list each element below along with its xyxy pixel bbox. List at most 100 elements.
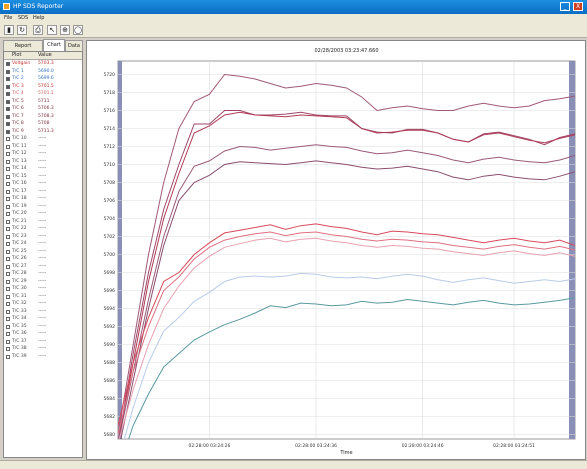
list-item[interactable]: T/C 26 ----- [4,256,82,262]
plot-checkbox[interactable] [6,294,10,299]
list-item[interactable]: T/C 3 5701.5 [4,84,82,90]
plot-checkbox[interactable] [6,99,10,104]
plot-checkbox[interactable] [6,137,10,141]
zoom-in-icon[interactable]: ⊕ [60,25,70,35]
list-item[interactable]: T/C 9 5711.3 [4,129,82,135]
list-item[interactable]: T/C 18 ----- [4,196,82,202]
list-item[interactable]: T/C 37 ----- [4,339,82,345]
plot-checkbox[interactable] [6,249,10,254]
list-item[interactable]: T/C 33 ----- [4,309,82,315]
plot-checkbox[interactable] [6,332,10,336]
plot-checkbox[interactable] [6,219,10,224]
plot-checkbox[interactable] [6,189,10,194]
list-item[interactable]: T/C 6 5706.3 [4,106,82,112]
plot-checkbox[interactable] [6,347,10,351]
plot-checkbox[interactable] [6,227,10,231]
list-item[interactable]: T/C 17 ----- [4,189,82,195]
list-item[interactable]: T/C 24 ----- [4,241,82,247]
list-item[interactable]: T/C 35 ----- [4,324,82,330]
list-item[interactable]: T/C 23 ----- [4,234,82,240]
plot-checkbox[interactable] [6,122,10,126]
y-tick-label: 5698 [104,270,116,276]
plot-checkbox[interactable] [6,152,10,156]
plot-checkbox[interactable] [6,264,10,269]
list-item[interactable]: T/C 30 ----- [4,286,82,292]
plot-checkbox[interactable] [6,309,10,314]
tab-report-properties[interactable]: Report Properties [3,40,43,59]
list-item[interactable]: T/C 8 5708 [4,121,82,127]
list-item[interactable]: T/C 10 ----- [4,136,82,142]
plot-checkbox[interactable] [6,159,10,164]
list-item[interactable]: T/C 29 ----- [4,279,82,285]
plot-checkbox[interactable] [6,279,10,284]
menu-help[interactable]: Help [33,15,45,21]
plot-checkbox[interactable] [6,204,10,209]
list-item[interactable]: T/C 19 ----- [4,204,82,210]
plot-checkbox[interactable] [6,257,10,261]
plot-checkbox[interactable] [6,107,10,111]
line-chart[interactable]: 5720 5718 5716 5714 5712 5710 5708 5706 5704 5702… [87,41,585,459]
plot-checkbox[interactable] [6,212,10,216]
plot-checkbox[interactable] [6,317,10,321]
plot-checkbox[interactable] [6,114,10,119]
list-item[interactable]: T/C 15 ----- [4,174,82,180]
list-item[interactable]: T/C 39 ----- [4,354,82,360]
plot-checkbox[interactable] [6,242,10,246]
tab-chart[interactable]: Chart [43,39,65,51]
print-icon[interactable]: ⎙ [33,25,43,35]
list-item[interactable]: T/C 36 ----- [4,331,82,337]
list-item[interactable]: T/C 20 ----- [4,211,82,217]
plot-checkbox[interactable] [6,144,10,149]
plot-value: ----- [38,211,47,216]
menu-sds[interactable]: SDS [18,15,29,21]
list-item[interactable]: T/C 25 ----- [4,249,82,255]
plot-checkbox[interactable] [6,129,10,134]
list-item[interactable]: T/C 28 ----- [4,271,82,277]
minimize-button[interactable]: _ [560,2,570,11]
plot-checkbox[interactable] [6,354,10,359]
plot-checkbox[interactable] [6,197,10,201]
plot-checkbox[interactable] [6,324,10,329]
plot-checkbox[interactable] [6,339,10,344]
list-item[interactable]: T/C 22 ----- [4,226,82,232]
list-item[interactable]: T/C 14 ----- [4,166,82,172]
plot-checkbox[interactable] [6,234,10,239]
series-line-1 [118,73,575,435]
list-item[interactable]: T/C 11 ----- [4,144,82,150]
save-icon[interactable]: ▮ [4,25,14,35]
refresh-icon[interactable]: ↻ [17,25,27,35]
list-item[interactable]: T/C 32 ----- [4,301,82,307]
list-item[interactable]: T/C 21 ----- [4,219,82,225]
plot-checkbox[interactable] [6,302,10,306]
pointer-icon[interactable]: ↖ [47,25,57,35]
window-title: HP SDS Reporter [13,3,64,10]
zoom-reset-icon[interactable]: ◯ [73,25,83,35]
plot-checkbox[interactable] [6,287,10,291]
plot-checkbox[interactable] [6,174,10,179]
list-item[interactable]: T/C 2 5699.6 [4,76,82,82]
list-item[interactable]: T/C 38 ----- [4,346,82,352]
list-item[interactable]: T/C 5 5711 [4,99,82,105]
list-item[interactable]: T/C 7 5708.3 [4,114,82,120]
plot-checkbox[interactable] [6,62,10,66]
list-item[interactable]: T/C 13 ----- [4,159,82,165]
plot-checkbox[interactable] [6,77,10,81]
list-item[interactable]: T/C 31 ----- [4,294,82,300]
plot-value: 5701.1 [38,91,54,96]
list-item[interactable]: Voltgain 5703.3 [4,61,82,67]
tab-data[interactable]: Data [65,40,83,51]
list-item[interactable]: T/C 27 ----- [4,264,82,270]
plot-checkbox[interactable] [6,84,10,89]
close-button[interactable]: X [573,2,583,11]
plot-checkbox[interactable] [6,92,10,96]
list-item[interactable]: T/C 12 ----- [4,151,82,157]
plot-checkbox[interactable] [6,69,10,74]
plot-checkbox[interactable] [6,182,10,186]
menu-file[interactable]: File [4,15,13,21]
list-item[interactable]: T/C 34 ----- [4,316,82,322]
list-item[interactable]: T/C 4 5701.1 [4,91,82,97]
list-item[interactable]: T/C 1 5690.0 [4,69,82,75]
plot-checkbox[interactable] [6,272,10,276]
list-item[interactable]: T/C 16 ----- [4,181,82,187]
plot-checkbox[interactable] [6,167,10,171]
